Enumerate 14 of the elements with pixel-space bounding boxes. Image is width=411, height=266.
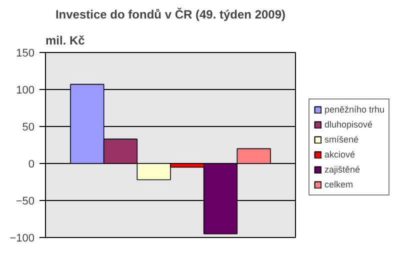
y-tick-label: 100 [16,84,35,96]
y-tick-label: −50 [16,196,35,208]
legend-label: zajištěné [324,164,360,176]
legend-label: akciové [324,148,355,160]
legend-label: dluhopisové [324,118,373,130]
y-tick-label: 150 [16,48,35,60]
legend-label: celkem [324,178,353,190]
chart-title: Investice do fondů v ČR (49. týden 2009) [55,8,286,22]
y-tick-label: −100 [10,232,35,244]
y-tick-label: 0 [28,158,35,170]
legend-label: smíšené [324,134,358,146]
legend-label: peněžního trhu [324,104,385,116]
y-tick-label: 50 [22,122,35,134]
y-axis-title: mil. Kč [46,34,86,48]
